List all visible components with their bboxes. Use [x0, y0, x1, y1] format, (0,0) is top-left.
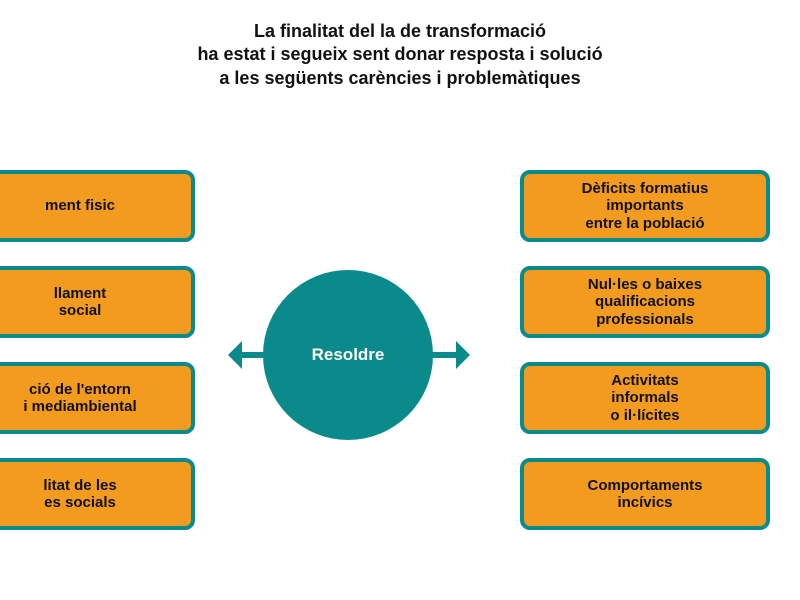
- right-box-0: Dèficits formatius importants entre la p…: [520, 170, 770, 242]
- diagram-canvas: La finalitat del la de transformació ha …: [0, 0, 800, 600]
- left-box-0: ment fisic: [0, 170, 195, 242]
- right-box-2: Activitats informals o il·lícites: [520, 362, 770, 434]
- right-box-1: Nul·les o baixes qualificacions professi…: [520, 266, 770, 338]
- arrow-left-head-icon: [228, 341, 242, 369]
- arrow-right-head-icon: [456, 341, 470, 369]
- arrow-left-line: [242, 352, 292, 358]
- diagram-title: La finalitat del la de transformació ha …: [0, 20, 800, 90]
- arrow-right-line: [406, 352, 456, 358]
- right-box-3: Comportaments incívics: [520, 458, 770, 530]
- left-box-1: llament social: [0, 266, 195, 338]
- left-box-3: litat de les es socials: [0, 458, 195, 530]
- left-box-2: ció de l'entorn i mediambiental: [0, 362, 195, 434]
